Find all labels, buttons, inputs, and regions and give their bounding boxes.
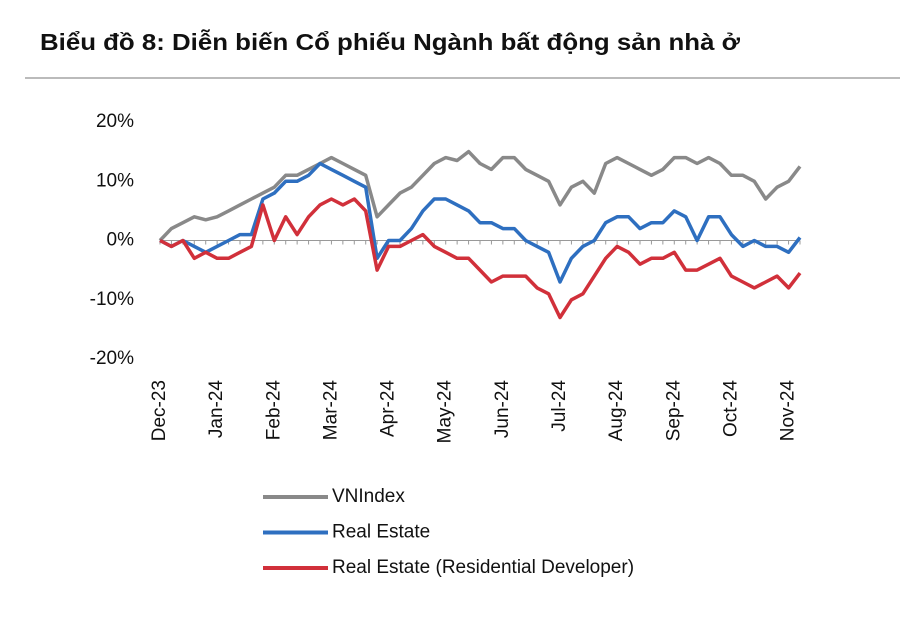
x-tick-label: Sep-24 bbox=[663, 380, 684, 442]
series-line bbox=[159, 197, 802, 320]
y-tick-label: 20% bbox=[96, 111, 134, 132]
y-tick-label: -20% bbox=[90, 348, 134, 369]
series-line bbox=[158, 149, 802, 242]
y-tick-label: 10% bbox=[96, 170, 134, 191]
x-tick-label: Dec-23 bbox=[149, 380, 170, 441]
series-line bbox=[159, 161, 802, 284]
y-tick-label: -10% bbox=[90, 289, 134, 310]
chart-title: Biểu đồ 8: Diễn biến Cổ phiếu Ngành bất … bbox=[40, 28, 741, 55]
x-tick-label: Mar-24 bbox=[320, 380, 341, 441]
x-tick-label: Feb-24 bbox=[263, 380, 284, 441]
x-tick-label: Apr-24 bbox=[378, 380, 399, 437]
legend-label: Real Estate (Residential Developer) bbox=[332, 557, 634, 578]
legend-label: Real Estate bbox=[332, 522, 430, 543]
x-tick-label: Nov-24 bbox=[778, 380, 799, 442]
x-tick-label: May-24 bbox=[435, 380, 456, 444]
x-tick-label: Oct-24 bbox=[720, 380, 741, 437]
x-tick-label: Aug-24 bbox=[606, 380, 627, 442]
legend-label: VNIndex bbox=[332, 486, 405, 507]
x-tick-label: Jun-24 bbox=[492, 380, 513, 439]
y-tick-label: 0% bbox=[107, 230, 135, 251]
x-tick-label: Jan-24 bbox=[206, 380, 227, 439]
x-tick-label: Jul-24 bbox=[549, 380, 570, 432]
